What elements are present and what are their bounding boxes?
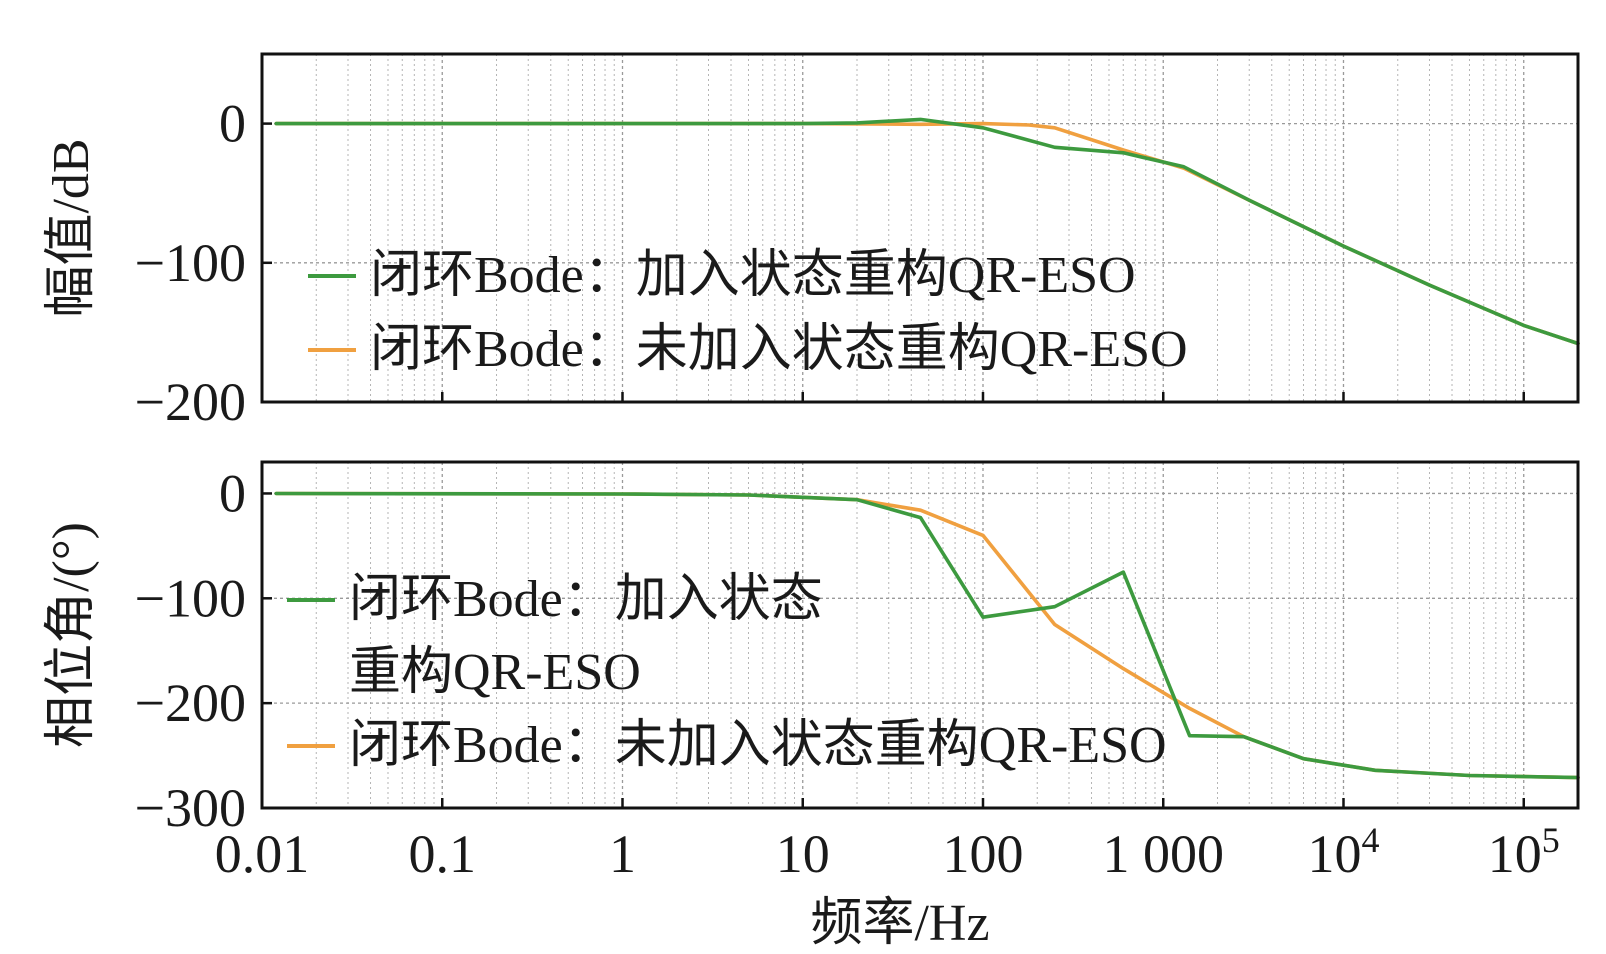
y-axis-label: 幅值/dB bbox=[43, 138, 100, 317]
phase-plot-frame bbox=[260, 460, 1580, 810]
magnitude-plot-frame bbox=[260, 52, 1580, 404]
legend-entry: 闭环Bode：未加入状态重构QR-ESO bbox=[370, 321, 1188, 378]
y-tick-label: −100 bbox=[135, 233, 246, 293]
x-tick-label: 10 bbox=[776, 824, 830, 884]
legend-entry: 闭环Bode：加入状态重构QR-ESO bbox=[370, 247, 1136, 304]
x-tick-label: 104 bbox=[1307, 820, 1379, 884]
phase-series-with-reconstruction-line bbox=[274, 491, 1580, 780]
x-tick-label: 100 bbox=[942, 824, 1023, 884]
y-tick-label: 0 bbox=[219, 463, 246, 523]
x-tick-label: 0.01 bbox=[215, 824, 310, 884]
x-axis-label: 频率/Hz bbox=[810, 895, 989, 952]
magnitude-series-with-reconstruction-line bbox=[274, 117, 1580, 346]
x-tick-label: 0.1 bbox=[408, 824, 476, 884]
y-tick-label: −100 bbox=[135, 568, 246, 628]
y-tick-label: −200 bbox=[135, 673, 246, 733]
x-tick-label: 105 bbox=[1488, 820, 1560, 884]
y-tick-label: 0 bbox=[219, 94, 246, 154]
x-tick-label: 1 000 bbox=[1102, 824, 1224, 884]
y-tick-label: −200 bbox=[135, 372, 246, 432]
magnitude-grid bbox=[261, 54, 1579, 402]
y-axis-label: 相位角/(°) bbox=[43, 522, 100, 748]
y-tick-label: −300 bbox=[135, 778, 246, 838]
magnitude-legend: 闭环Bode：加入状态重构QR-ESO 闭环Bode：未加入状态重构QR-ESO bbox=[308, 247, 1188, 378]
legend-entry: 闭环Bode：加入状态 bbox=[349, 571, 823, 628]
magnitude-series-without-reconstruction-line bbox=[274, 121, 1580, 346]
phase-legend: 闭环Bode：加入状态重构QR-ESO 闭环Bode：未加入状态重构QR-ESO bbox=[287, 571, 1167, 774]
x-tick-label: 1 bbox=[609, 824, 636, 884]
legend-entry: 重构QR-ESO bbox=[349, 644, 641, 701]
legend-entry: 闭环Bode：未加入状态重构QR-ESO bbox=[349, 717, 1167, 774]
